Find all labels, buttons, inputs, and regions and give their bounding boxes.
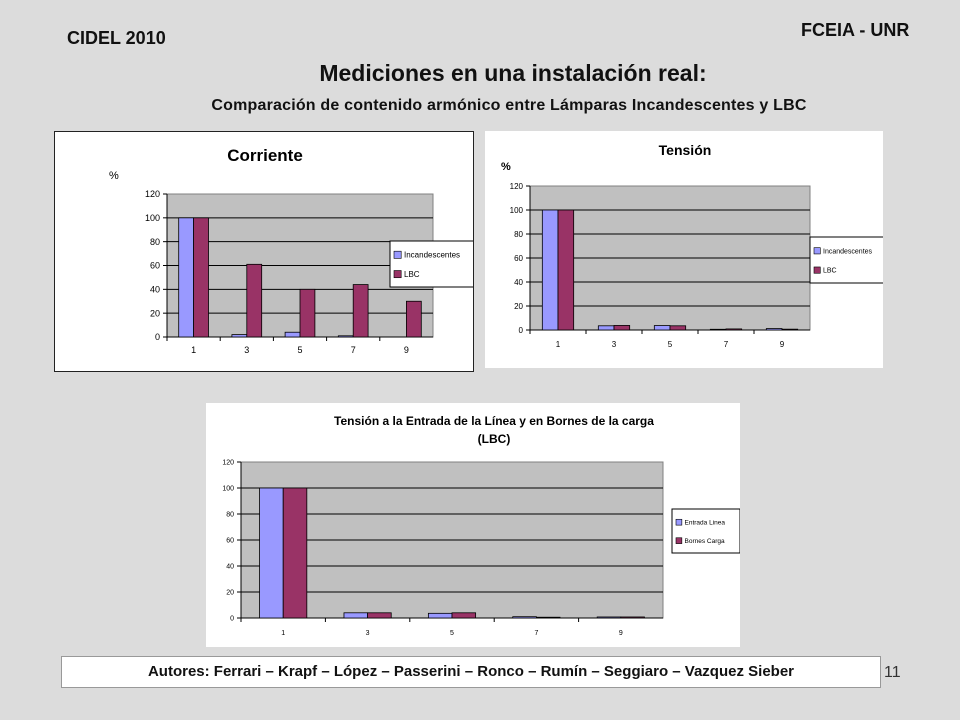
y-tick-label: 80 bbox=[226, 511, 234, 518]
x-tick-label: 9 bbox=[619, 630, 623, 637]
legend-swatch bbox=[675, 518, 683, 526]
y-tick-label: 120 bbox=[510, 182, 524, 191]
bar-entrada-linea-h1 bbox=[259, 487, 284, 619]
bar-incandescentes-h1 bbox=[178, 217, 195, 338]
x-tick-label: 9 bbox=[780, 340, 785, 349]
legend-box bbox=[809, 236, 883, 284]
chart-canvas: Tensión a la Entrada de la Línea y en Bo… bbox=[222, 414, 740, 637]
legend-swatch bbox=[813, 266, 821, 274]
bar-lbc-h7 bbox=[352, 284, 369, 338]
y-tick-label: 20 bbox=[226, 589, 234, 596]
chart-title: Tensión bbox=[659, 142, 712, 158]
page-number: 11 bbox=[884, 664, 901, 681]
institution-label: FCEIA - UNR bbox=[801, 20, 910, 40]
y-tick-label: 40 bbox=[514, 278, 523, 287]
x-tick-label: 3 bbox=[366, 630, 370, 637]
y-tick-label: 0 bbox=[519, 326, 524, 335]
bar-bornes-carga-h5 bbox=[451, 612, 477, 619]
bar-bornes-carga-h9 bbox=[620, 616, 645, 619]
x-tick-label: 7 bbox=[351, 345, 356, 355]
legend-label: LBC bbox=[823, 268, 837, 275]
y-tick-label: 60 bbox=[150, 261, 160, 271]
y-tick-label: 40 bbox=[226, 563, 234, 570]
bar-lbc-h1 bbox=[557, 209, 575, 331]
legend-label: Entrada Linea bbox=[685, 519, 726, 526]
y-tick-label: 100 bbox=[222, 485, 234, 492]
slide-subtitle: Comparación de contenido armónico entre … bbox=[211, 97, 807, 114]
x-tick-label: 7 bbox=[534, 630, 538, 637]
bar-incandescentes-h1 bbox=[541, 209, 559, 331]
bar-incandescentes-h5 bbox=[653, 325, 671, 331]
y-tick-label: 0 bbox=[230, 615, 234, 622]
legend-label: LBC bbox=[404, 270, 420, 279]
slide-title: Mediciones en una instalación real: bbox=[319, 60, 707, 86]
y-tick-label: 100 bbox=[145, 213, 160, 223]
legend-swatch bbox=[393, 250, 402, 259]
x-tick-label: 7 bbox=[724, 340, 729, 349]
chart-canvas: Corriente% 0 20 40 60 80 100 120 1 3 5 7 9 Incandesce… bbox=[109, 146, 473, 355]
chart-tension-linea-bornes: Tensión a la Entrada de la Línea y en Bo… bbox=[206, 403, 740, 647]
legend-label: Bornes Carga bbox=[685, 538, 725, 545]
x-tick-label: 3 bbox=[244, 345, 249, 355]
bar-incandescentes-h3 bbox=[231, 334, 248, 338]
bar-entrada-linea-h7 bbox=[512, 616, 537, 619]
y-tick-label: 20 bbox=[514, 302, 523, 311]
y-tick-label: 60 bbox=[226, 537, 234, 544]
y-tick-label: 100 bbox=[510, 206, 524, 215]
legend-label: Incandescentes bbox=[823, 248, 873, 255]
authors-footer: Autores: Ferrari – Krapf – López – Passe… bbox=[61, 656, 881, 688]
y-axis-label: % bbox=[109, 170, 119, 182]
y-tick-label: 80 bbox=[150, 237, 160, 247]
legend-swatch bbox=[675, 537, 683, 544]
bar-bornes-carga-h3 bbox=[367, 612, 392, 619]
legend-box bbox=[389, 240, 473, 288]
bar-incandescentes-h7 bbox=[709, 328, 727, 331]
x-tick-label: 1 bbox=[556, 340, 561, 349]
x-tick-label: 5 bbox=[297, 345, 302, 355]
y-tick-label: 0 bbox=[155, 332, 160, 342]
legend-label: Incandescentes bbox=[404, 251, 460, 260]
y-tick-label: 60 bbox=[514, 254, 523, 263]
chart-corriente: Corriente% 0 20 40 60 80 100 120 1 3 5 7 9 Incandesce… bbox=[54, 131, 474, 372]
x-tick-label: 3 bbox=[612, 340, 617, 349]
bar-bornes-carga-h7 bbox=[535, 616, 561, 619]
bar-lbc-h7 bbox=[725, 328, 743, 331]
x-tick-label: 9 bbox=[404, 345, 409, 355]
x-tick-label: 1 bbox=[281, 630, 285, 637]
y-tick-label: 120 bbox=[145, 189, 160, 199]
chart-title: Corriente bbox=[227, 146, 303, 165]
bar-lbc-h5 bbox=[299, 288, 316, 338]
legend-box bbox=[671, 508, 740, 554]
bar-bornes-carga-h1 bbox=[282, 487, 308, 619]
bar-entrada-linea-h5 bbox=[427, 612, 453, 619]
bar-lbc-h3 bbox=[246, 263, 263, 338]
bar-lbc-h1 bbox=[193, 217, 209, 338]
y-axis-label: % bbox=[501, 161, 511, 173]
y-tick-label: 80 bbox=[514, 230, 523, 239]
chart-tension: Tensión% 0 20 40 60 80 100 120 1 3 5 7 9 Incandescent… bbox=[485, 131, 883, 368]
x-tick-label: 1 bbox=[191, 345, 196, 355]
conference-label: CIDEL 2010 bbox=[67, 28, 166, 48]
legend-swatch bbox=[813, 247, 821, 255]
bar-incandescentes-h9 bbox=[765, 328, 783, 331]
legend-swatch bbox=[393, 270, 402, 279]
chart-subtitle: (LBC) bbox=[478, 432, 511, 446]
chart-canvas: Tensión% 0 20 40 60 80 100 120 1 3 5 7 9 Incandescent… bbox=[501, 142, 883, 349]
y-tick-label: 40 bbox=[150, 284, 160, 294]
bar-lbc-h9 bbox=[405, 300, 422, 338]
bar-lbc-h9 bbox=[781, 328, 799, 331]
bar-incandescentes-h5 bbox=[284, 331, 301, 338]
bar-entrada-linea-h9 bbox=[596, 616, 622, 619]
bar-incandescentes-h7 bbox=[337, 335, 354, 338]
bar-lbc-h5 bbox=[669, 325, 687, 331]
bar-lbc-h3 bbox=[613, 325, 631, 331]
x-tick-label: 5 bbox=[450, 630, 454, 637]
bar-entrada-linea-h3 bbox=[343, 612, 369, 619]
y-tick-label: 20 bbox=[150, 308, 160, 318]
x-tick-label: 5 bbox=[668, 340, 673, 349]
chart-title: Tensión a la Entrada de la Línea y en Bo… bbox=[334, 414, 654, 428]
y-tick-label: 120 bbox=[222, 459, 234, 466]
bar-incandescentes-h3 bbox=[597, 325, 615, 331]
